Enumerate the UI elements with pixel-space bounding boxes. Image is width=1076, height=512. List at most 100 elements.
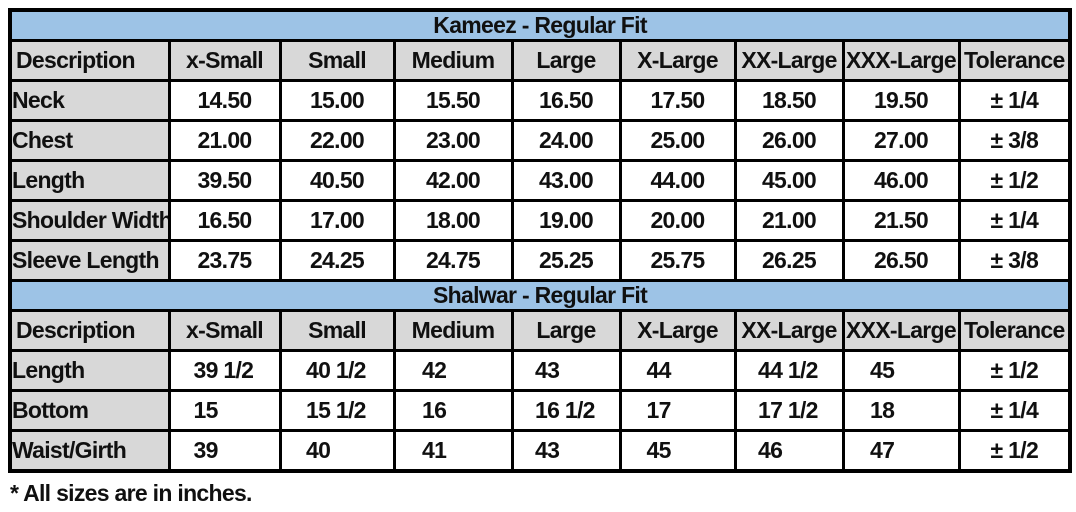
size-value: 23.75	[167, 239, 282, 282]
column-header-x-small: x-Small	[167, 39, 282, 82]
size-value: 21.00	[733, 199, 845, 242]
size-value: 21.50	[841, 199, 961, 242]
size-value: 40	[278, 429, 396, 473]
size-value: 41	[392, 429, 514, 473]
size-value: 42.00	[392, 159, 514, 202]
table-row: Length 39.50 40.50 42.00 43.00 44.00 45.…	[8, 159, 1072, 202]
tolerance-value: ± 3/8	[957, 239, 1072, 282]
size-value: 43	[510, 429, 622, 473]
size-value: 45.00	[733, 159, 845, 202]
size-value: 22.00	[278, 119, 396, 162]
size-value: 26.50	[841, 239, 961, 282]
size-value: 26.00	[733, 119, 845, 162]
size-value: 14.50	[167, 79, 282, 122]
column-header-tolerance: Tolerance	[957, 39, 1072, 82]
size-value: 43	[510, 349, 622, 392]
row-label-neck: Neck	[8, 79, 171, 122]
row-label-shoulder-width: Shoulder Width	[8, 199, 171, 242]
table-row: Neck 14.50 15.00 15.50 16.50 17.50 18.50…	[8, 79, 1072, 122]
shalwar-header-row: Description x-Small Small Medium Large X…	[8, 309, 1072, 352]
column-header-medium: Medium	[392, 39, 514, 82]
size-value: 17.00	[278, 199, 396, 242]
size-value: 19.50	[841, 79, 961, 122]
shalwar-table-title: Shalwar - Regular Fit	[8, 279, 1072, 312]
size-value: 18	[841, 389, 961, 432]
size-value: 24.75	[392, 239, 514, 282]
column-header-xx-large: XX-Large	[733, 39, 845, 82]
kameez-table-title: Kameez - Regular Fit	[8, 8, 1072, 42]
size-value: 46	[733, 429, 845, 473]
tolerance-value: ± 1/4	[957, 199, 1072, 242]
size-value: 44	[618, 349, 737, 392]
row-label-sleeve-length: Sleeve Length	[8, 239, 171, 282]
column-header-xxx-large: XXX-Large	[841, 309, 961, 352]
kameez-header-row: Description x-Small Small Medium Large X…	[8, 39, 1072, 82]
tolerance-value: ± 1/4	[957, 389, 1072, 432]
column-header-x-large: X-Large	[618, 39, 737, 82]
size-value: 39 1/2	[167, 349, 282, 392]
column-header-x-large: X-Large	[618, 309, 737, 352]
shalwar-title-row: Shalwar - Regular Fit	[8, 279, 1072, 312]
column-header-medium: Medium	[392, 309, 514, 352]
table-row: Waist/Girth 39 40 41 43 45 46 47 ± 1/2	[8, 429, 1072, 473]
tolerance-value: ± 1/2	[957, 429, 1072, 473]
size-value: 44.00	[618, 159, 737, 202]
table-row: Chest 21.00 22.00 23.00 24.00 25.00 26.0…	[8, 119, 1072, 162]
table-row: Shoulder Width 16.50 17.00 18.00 19.00 2…	[8, 199, 1072, 242]
table-row: Length 39 1/2 40 1/2 42 43 44 44 1/2 45 …	[8, 349, 1072, 392]
size-value: 17 1/2	[733, 389, 845, 432]
column-header-large: Large	[510, 39, 622, 82]
size-value: 24.00	[510, 119, 622, 162]
size-value: 17	[618, 389, 737, 432]
size-value: 44 1/2	[733, 349, 845, 392]
column-header-x-small: x-Small	[167, 309, 282, 352]
tolerance-value: ± 1/2	[957, 349, 1072, 392]
size-value: 16 1/2	[510, 389, 622, 432]
size-value: 21.00	[167, 119, 282, 162]
size-value: 25.75	[618, 239, 737, 282]
size-value: 23.00	[392, 119, 514, 162]
size-value: 24.25	[278, 239, 396, 282]
size-value: 16.50	[510, 79, 622, 122]
column-header-small: Small	[278, 39, 396, 82]
table-row: Bottom 15 15 1/2 16 16 1/2 17 17 1/2 18 …	[8, 389, 1072, 432]
table-row: Sleeve Length 23.75 24.25 24.75 25.25 25…	[8, 239, 1072, 282]
size-value: 15.00	[278, 79, 396, 122]
size-value: 40 1/2	[278, 349, 396, 392]
size-chart-table: Kameez - Regular Fit Description x-Small…	[8, 8, 1073, 473]
size-value: 17.50	[618, 79, 737, 122]
column-header-description: Description	[8, 39, 171, 82]
column-header-large: Large	[510, 309, 622, 352]
kameez-title-row: Kameez - Regular Fit	[8, 8, 1072, 42]
size-value: 25.00	[618, 119, 737, 162]
tolerance-value: ± 1/2	[957, 159, 1072, 202]
size-value: 15	[167, 389, 282, 432]
size-value: 15.50	[392, 79, 514, 122]
size-value: 16.50	[167, 199, 282, 242]
column-header-tolerance: Tolerance	[957, 309, 1072, 352]
size-value: 39.50	[167, 159, 282, 202]
size-value: 43.00	[510, 159, 622, 202]
size-value: 20.00	[618, 199, 737, 242]
row-label-chest: Chest	[8, 119, 171, 162]
size-value: 45	[618, 429, 737, 473]
size-value: 39	[167, 429, 282, 473]
tolerance-value: ± 1/4	[957, 79, 1072, 122]
size-value: 40.50	[278, 159, 396, 202]
size-value: 45	[841, 349, 961, 392]
size-value: 46.00	[841, 159, 961, 202]
column-header-description: Description	[8, 309, 171, 352]
size-value: 26.25	[733, 239, 845, 282]
size-value: 47	[841, 429, 961, 473]
size-value: 18.50	[733, 79, 845, 122]
row-label-bottom: Bottom	[8, 389, 171, 432]
size-value: 18.00	[392, 199, 514, 242]
column-header-small: Small	[278, 309, 396, 352]
row-label-length: Length	[8, 349, 171, 392]
size-value: 19.00	[510, 199, 622, 242]
footnote: * All sizes are in inches.	[10, 480, 252, 506]
row-label-length: Length	[8, 159, 171, 202]
column-header-xxx-large: XXX-Large	[841, 39, 961, 82]
size-value: 15 1/2	[278, 389, 396, 432]
